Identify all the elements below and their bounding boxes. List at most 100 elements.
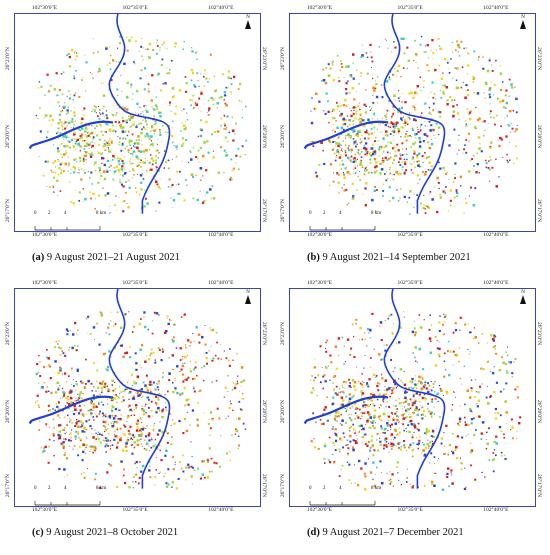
map-frame-c <box>14 288 261 507</box>
north-arrow-icon: N <box>518 15 528 29</box>
river-branch <box>28 395 114 425</box>
scale-bar: 0 2 4 8 km <box>34 486 106 511</box>
left-coord-label: 26°20'0"N <box>5 124 11 149</box>
left-coord-label: 26°17'0"N <box>280 473 286 497</box>
north-arrow-icon: N <box>243 290 253 304</box>
right-coord-label: 26°17'0"N <box>536 473 542 497</box>
north-label: N <box>246 290 250 295</box>
scale-bar-line <box>309 226 376 231</box>
top-coord-label: 102°30'0"E <box>31 280 58 286</box>
river-line <box>383 289 446 489</box>
panel-letter: (b) <box>307 252 320 263</box>
bottom-coord-label: 102°30'0"E <box>306 232 333 238</box>
top-coord-label: 102°30'0"E <box>31 5 58 11</box>
scale-tick-label: 4 <box>339 211 342 216</box>
change-pixels <box>310 35 518 215</box>
north-arrow-shape <box>520 295 526 304</box>
scale-tick-label: 4 <box>339 486 342 491</box>
top-coord-label: 102°35'0"E <box>122 280 148 286</box>
top-coord-label: 102°40'0"E <box>208 280 234 286</box>
left-coord-label: 26°17'0"N <box>5 473 11 497</box>
north-label: N <box>521 290 525 295</box>
top-coord-label: 102°30'0"E <box>306 280 333 286</box>
scale-tick-label: 2 <box>323 211 326 216</box>
map-frame-a <box>14 13 261 232</box>
top-coord-label: 102°35'0"E <box>397 280 423 286</box>
left-coord-label: 26°20'0"N <box>5 399 11 424</box>
panel-letter: (d) <box>307 527 320 538</box>
right-coord-label: 26°20'0"N <box>261 124 267 149</box>
panel-caption: (c) 9 August 2021–8 October 2021 <box>32 527 178 538</box>
river-line <box>108 14 171 214</box>
north-arrow-icon: N <box>518 290 528 304</box>
scale-tick-label: 0 <box>34 211 37 216</box>
bottom-coord-label: 102°30'0"E <box>31 507 58 513</box>
scale-bar-line <box>309 501 376 506</box>
bottom-coord-label: 102°40'0"E <box>208 232 234 238</box>
scale-tick-label: 8 km <box>371 211 382 216</box>
scale-bar-line <box>34 226 101 231</box>
change-pixels <box>35 35 247 214</box>
scale-tick-label: 0 <box>309 211 312 216</box>
right-coord-label: 26°17'0"N <box>261 473 267 497</box>
scale-tick-label: 4 <box>64 211 67 216</box>
scale-tick-label: 8 km <box>371 486 382 491</box>
scale-tick-label: 2 <box>48 211 51 216</box>
north-label: N <box>521 15 525 20</box>
change-pixels <box>310 311 522 491</box>
right-coord-label: 26°23'0"N <box>261 321 267 345</box>
bottom-coord-label: 102°30'0"E <box>306 507 333 513</box>
river-line <box>383 14 446 214</box>
panel-letter: (a) <box>32 252 45 263</box>
bottom-coord-label: 102°35'0"E <box>122 232 148 238</box>
map-frame-d <box>289 288 536 507</box>
scale-tick-label: 8 km <box>96 486 107 491</box>
bottom-coord-label: 102°35'0"E <box>397 507 423 513</box>
panel-caption-text: 9 August 2021–8 October 2021 <box>46 527 179 538</box>
bottom-coord-label: 102°40'0"E <box>208 507 234 513</box>
right-coord-label: 26°23'0"N <box>536 46 542 70</box>
left-coord-label: 26°23'0"N <box>5 321 11 345</box>
bottom-coord-label: 102°40'0"E <box>483 507 509 513</box>
bottom-coord-label: 102°30'0"E <box>31 232 58 238</box>
scale-tick-label: 0 <box>309 486 312 491</box>
top-coord-label: 102°40'0"E <box>483 280 509 286</box>
panel-letter: (c) <box>32 527 44 538</box>
change-detection-map <box>28 289 247 490</box>
left-coord-label: 26°20'0"N <box>280 399 286 424</box>
left-coord-label: 26°23'0"N <box>5 46 11 70</box>
right-coord-label: 26°20'0"N <box>536 399 542 424</box>
bottom-coord-label: 102°35'0"E <box>122 507 148 513</box>
scale-tick-label: 2 <box>323 486 326 491</box>
scale-bar: 0 2 4 8 km <box>34 211 106 236</box>
river-branch <box>28 120 114 150</box>
right-coord-label: 26°20'0"N <box>536 124 542 149</box>
river-branch <box>303 395 389 425</box>
scale-tick-label: 2 <box>48 486 51 491</box>
scale-tick-label: 8 km <box>96 211 107 216</box>
right-coord-label: 26°23'0"N <box>536 321 542 345</box>
scale-tick-label: 4 <box>64 486 67 491</box>
top-coord-label: 102°30'0"E <box>306 5 333 11</box>
left-coord-label: 26°17'0"N <box>5 198 11 222</box>
right-coord-label: 26°17'0"N <box>261 198 267 222</box>
left-coord-label: 26°20'0"N <box>280 124 286 149</box>
panel-caption-text: 9 August 2021–7 December 2021 <box>322 527 464 538</box>
panel-caption: (d) 9 August 2021–7 December 2021 <box>307 527 464 538</box>
scale-bar: 0 2 4 8 km <box>309 486 381 511</box>
north-label: N <box>246 15 250 20</box>
panel-caption: (a) 9 August 2021–21 August 2021 <box>32 252 180 263</box>
north-arrow-icon: N <box>243 15 253 29</box>
panel-caption-text: 9 August 2021–14 September 2021 <box>322 252 471 263</box>
right-coord-label: 26°20'0"N <box>261 399 267 424</box>
north-arrow-shape <box>245 295 251 304</box>
right-coord-label: 26°17'0"N <box>536 198 542 222</box>
change-pixels <box>35 311 247 490</box>
left-coord-label: 26°23'0"N <box>280 46 286 70</box>
bottom-coord-label: 102°40'0"E <box>483 232 509 238</box>
top-coord-label: 102°40'0"E <box>208 5 234 11</box>
top-coord-label: 102°40'0"E <box>483 5 509 11</box>
top-coord-label: 102°35'0"E <box>122 5 148 11</box>
north-arrow-shape <box>245 20 251 29</box>
river-line <box>108 289 171 489</box>
